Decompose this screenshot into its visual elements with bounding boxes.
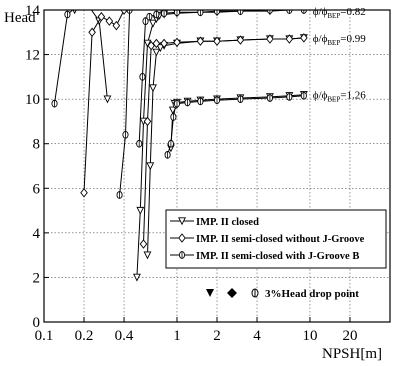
marker-triangle xyxy=(178,217,186,226)
grid xyxy=(43,9,390,323)
legend-box xyxy=(165,209,387,269)
x-tick-label: 0.1 xyxy=(35,328,54,344)
marker-diamond xyxy=(300,33,308,43)
series-line xyxy=(74,10,108,100)
x-axis-label: NPSH[m] xyxy=(322,346,382,362)
legend-label: IMP. II closed xyxy=(196,217,259,228)
marker-triangle xyxy=(84,0,90,6)
drop-point-label: 3%Head drop point xyxy=(265,288,359,300)
marker-triangle xyxy=(133,273,141,282)
marker-diamond xyxy=(173,37,181,48)
marker-diamond xyxy=(213,36,221,46)
marker-diamond xyxy=(143,116,152,127)
marker-triangle xyxy=(152,48,161,57)
flow-ratio-label: ϕ/ϕBEP=0.82 xyxy=(313,6,366,20)
series-3 xyxy=(51,2,307,199)
marker-triangle xyxy=(72,10,77,15)
y-tick-label: 0 xyxy=(33,315,41,331)
flow-ratio-label: ϕ/ϕBEP=1.26 xyxy=(313,90,366,104)
marker-diamond xyxy=(160,38,168,49)
marker-triangle xyxy=(143,39,152,48)
legend-label: IMP. II semi-closed without J-Groove xyxy=(196,234,365,245)
marker-diamond xyxy=(80,188,88,198)
y-tick-label: 6 xyxy=(33,181,41,197)
drop-point-triangle-icon xyxy=(206,289,214,297)
flow-ratio-annotations: ϕ/ϕBEP=0.82 ϕ/ϕBEP=0.99 ϕ/ϕBEP=1.26 xyxy=(313,6,366,104)
series-line xyxy=(170,94,304,149)
x-tick-label: 0.4 xyxy=(115,328,134,344)
marker-triangle xyxy=(149,19,157,28)
marker-triangle xyxy=(103,95,112,104)
marker-diamond xyxy=(266,34,274,44)
marker-triangle xyxy=(143,251,152,260)
y-tick-label: 10 xyxy=(25,92,40,108)
legend: IMP. II closed IMP. II semi-closed withou… xyxy=(165,209,387,300)
series-line xyxy=(167,95,304,156)
y-axis-label: Head xyxy=(4,10,36,26)
marker-triangle xyxy=(136,206,145,215)
marker-diamond xyxy=(139,239,148,249)
y-tick-label: 12 xyxy=(25,48,40,64)
x-tick-label: 20 xyxy=(342,328,357,344)
y-tick-label: 2 xyxy=(33,270,41,286)
y-tick-label: 14 xyxy=(25,3,41,19)
data-curves xyxy=(51,0,308,282)
series-line xyxy=(138,10,304,144)
marker-triangle xyxy=(146,162,155,171)
marker-diamond xyxy=(88,27,96,38)
x-tick-label: 10 xyxy=(302,328,317,344)
marker-diamond xyxy=(285,34,294,44)
series-line xyxy=(119,10,131,196)
series-2 xyxy=(80,10,308,249)
marker-diamond xyxy=(97,11,106,22)
y-tick-label: 4 xyxy=(33,226,41,242)
drop-point-diamond-icon xyxy=(227,288,237,298)
marker-diamond xyxy=(120,10,128,15)
marker-triangle xyxy=(149,84,157,93)
flow-ratio-label: ϕ/ϕBEP=0.99 xyxy=(313,33,366,47)
y-tick-label: 8 xyxy=(33,137,41,153)
marker-diamond xyxy=(178,233,186,243)
x-tick-label: 1 xyxy=(173,328,181,344)
marker-diamond xyxy=(105,16,114,26)
x-tick-label: 2 xyxy=(213,328,221,344)
series-line xyxy=(83,10,125,193)
x-tick-label: 0.2 xyxy=(75,328,94,344)
y-axis-ticks: 0 2 4 6 8 10 12 14 xyxy=(25,3,49,331)
marker-diamond xyxy=(152,38,161,49)
marker-diamond xyxy=(196,36,205,46)
marker-circle xyxy=(75,2,80,9)
curves-clipped xyxy=(51,0,308,282)
legend-label: IMP. II semi-closed with J-Groove B xyxy=(196,251,359,262)
marker-triangle xyxy=(156,44,165,53)
x-tick-label: 4 xyxy=(253,328,261,344)
marker-diamond xyxy=(112,20,121,31)
x-axis-ticks: 0.1 0.2 0.4 1 2 4 10 20 xyxy=(35,317,357,344)
marker-diamond xyxy=(236,35,245,45)
